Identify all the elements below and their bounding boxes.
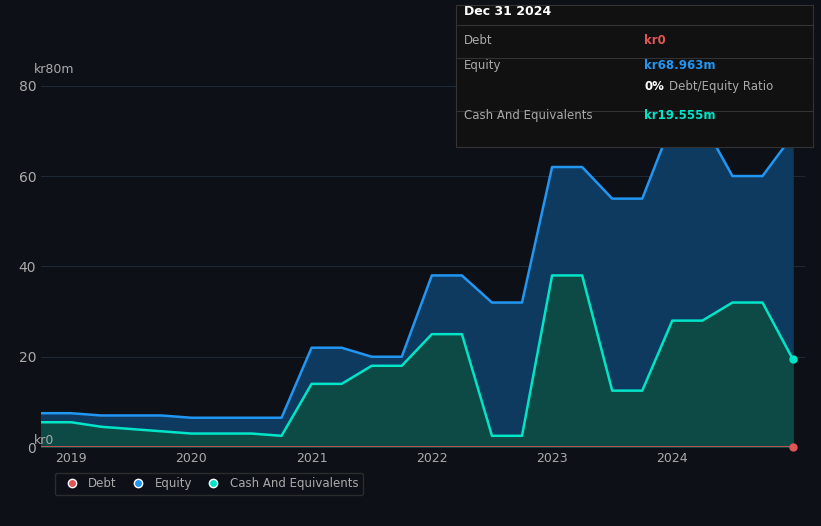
Text: kr19.555m: kr19.555m xyxy=(644,109,716,123)
Text: kr0: kr0 xyxy=(644,34,666,47)
Legend: Debt, Equity, Cash And Equivalents: Debt, Equity, Cash And Equivalents xyxy=(55,472,363,495)
Text: kr0: kr0 xyxy=(34,434,54,447)
Text: Debt: Debt xyxy=(464,34,493,47)
Text: Cash And Equivalents: Cash And Equivalents xyxy=(464,109,593,123)
Text: Equity: Equity xyxy=(464,59,502,72)
Text: Dec 31 2024: Dec 31 2024 xyxy=(464,5,551,18)
Text: kr68.963m: kr68.963m xyxy=(644,59,716,72)
Text: kr80m: kr80m xyxy=(34,63,74,76)
Text: Debt/Equity Ratio: Debt/Equity Ratio xyxy=(669,80,773,94)
Text: 0%: 0% xyxy=(644,80,664,94)
